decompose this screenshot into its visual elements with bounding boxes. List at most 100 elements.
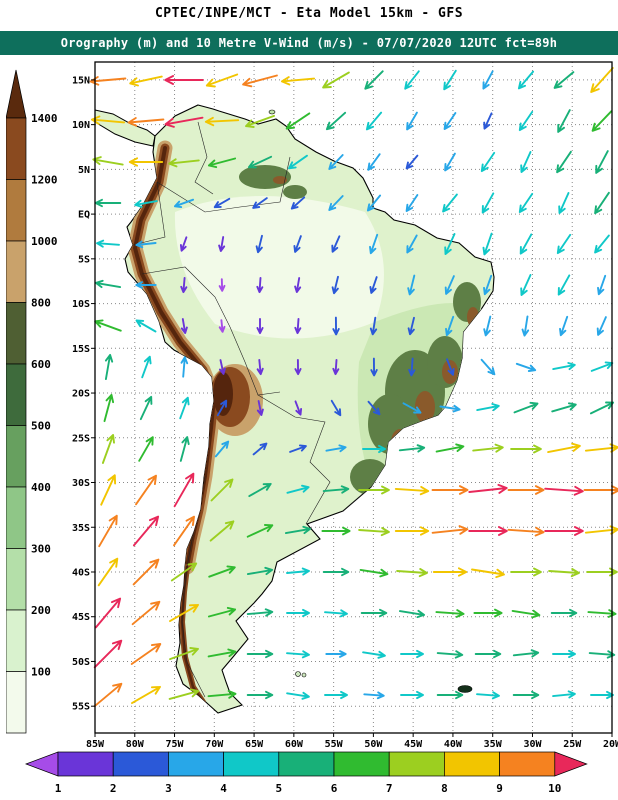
wind-arrow — [595, 150, 609, 174]
wind-arrow — [398, 609, 426, 619]
wind-arrow — [591, 110, 613, 132]
wind-arrow — [444, 275, 455, 295]
wind-arrow — [247, 155, 273, 169]
wind-arrow — [179, 396, 190, 420]
wind-arrow — [472, 443, 504, 453]
wind-arrow — [332, 358, 340, 376]
island — [457, 685, 473, 693]
wind-arrow — [468, 526, 508, 536]
wind-arrow — [180, 318, 188, 334]
wind-arrow — [597, 274, 607, 296]
wind-arrow — [520, 274, 532, 296]
wind-arrow — [594, 191, 610, 215]
wind-legend-segment — [112, 751, 169, 777]
central-america-landmass — [94, 109, 156, 147]
country-border — [141, 266, 231, 328]
country-border — [194, 121, 214, 195]
wind-arrow — [518, 192, 534, 214]
wind-arrow — [507, 526, 545, 537]
wind-arrow — [548, 568, 580, 578]
wind-legend-right-arrow — [554, 751, 588, 777]
wind-arrow — [483, 315, 492, 337]
wind-arrow — [435, 443, 465, 453]
highland-patch — [368, 394, 412, 454]
wind-legend-left-arrow — [25, 751, 59, 777]
wind-arrow — [94, 198, 122, 208]
wind-arrow — [100, 474, 117, 506]
wind-arrow — [89, 76, 127, 86]
wind-arrow — [394, 485, 430, 496]
wind-arrow — [141, 355, 152, 379]
highland-brown-patch — [467, 307, 479, 327]
wind-arrow — [547, 442, 581, 454]
wind-arrow — [129, 75, 163, 87]
wind-arrow — [96, 239, 120, 248]
lon-label: 80W — [126, 739, 145, 750]
lat-label: 50S — [72, 657, 90, 668]
highland-brown-patch — [273, 176, 287, 184]
wind-legend-tick-label: 4 — [220, 782, 227, 795]
wind-arrow — [358, 527, 390, 537]
orography-tick-label: 200 — [31, 604, 51, 617]
wind-arrow — [589, 401, 615, 415]
wind-arrow — [280, 76, 316, 86]
wind-legend-tick-label: 2 — [110, 782, 117, 795]
wind-arrow — [246, 566, 274, 576]
wind-arrow — [363, 691, 385, 700]
wind-arrow — [294, 358, 302, 376]
wind-arrow — [406, 111, 418, 131]
lon-label: 85W — [86, 739, 105, 750]
wind-arrow — [407, 316, 415, 336]
wind-arrow — [130, 643, 162, 665]
wind-arrow — [444, 233, 456, 255]
wind-legend-segment — [333, 751, 390, 777]
lon-label: 70W — [205, 739, 224, 750]
wind-arrow — [594, 234, 610, 254]
wind-arrow — [328, 154, 344, 170]
lat-label: 15S — [72, 344, 90, 355]
lat-label: 45S — [72, 612, 90, 623]
wind-arrow — [131, 685, 161, 705]
wind-arrow — [556, 150, 572, 174]
wind-arrow — [135, 240, 157, 249]
subtitle-text: Orography (m) and 10 Metre V-Wind (m/s) … — [60, 36, 558, 50]
wind-arrow — [446, 358, 455, 376]
wind-arrow — [405, 194, 419, 212]
wind-arrow — [408, 357, 416, 377]
wind-arrow — [328, 195, 344, 211]
wind-arrow — [404, 70, 420, 90]
wind-legend-tick-label: 8 — [441, 782, 448, 795]
wind-arrow — [252, 442, 268, 456]
wind-arrow — [322, 71, 350, 89]
wind-arrow — [483, 274, 493, 296]
wind-legend-tick-label: 10 — [548, 782, 561, 795]
wind-arrow — [364, 70, 384, 90]
wind-arrow — [135, 281, 157, 289]
wind-arrow — [521, 315, 530, 337]
wind-arrow — [584, 525, 618, 535]
wind-arrow — [242, 74, 278, 88]
wind-arrow — [406, 234, 418, 254]
wind-legend-segment — [223, 751, 280, 777]
wind-arrow — [482, 70, 494, 90]
wind-legend-tick-label: 5 — [275, 782, 282, 795]
wind-arrow — [324, 690, 348, 700]
wind-arrow — [104, 353, 114, 381]
wind-arrow — [402, 402, 422, 414]
orography-tick-label: 300 — [31, 543, 51, 556]
wind-arrow — [218, 278, 226, 292]
wind-arrow — [210, 478, 234, 502]
orography-legend-segment — [6, 425, 27, 488]
lon-label: 25W — [563, 739, 582, 750]
wind-arrow — [468, 483, 508, 494]
wind-arrow — [93, 639, 123, 669]
wind-arrow — [587, 609, 617, 618]
orography-tick-label: 800 — [31, 297, 51, 310]
wind-arrow — [510, 567, 542, 577]
wind-arrow — [286, 650, 310, 659]
wind-arrow — [94, 279, 122, 289]
wind-arrow — [218, 319, 226, 333]
orography-tick-label: 1400 — [31, 112, 58, 125]
lat-label: 55S — [72, 702, 90, 713]
lon-label: 30W — [523, 739, 542, 750]
